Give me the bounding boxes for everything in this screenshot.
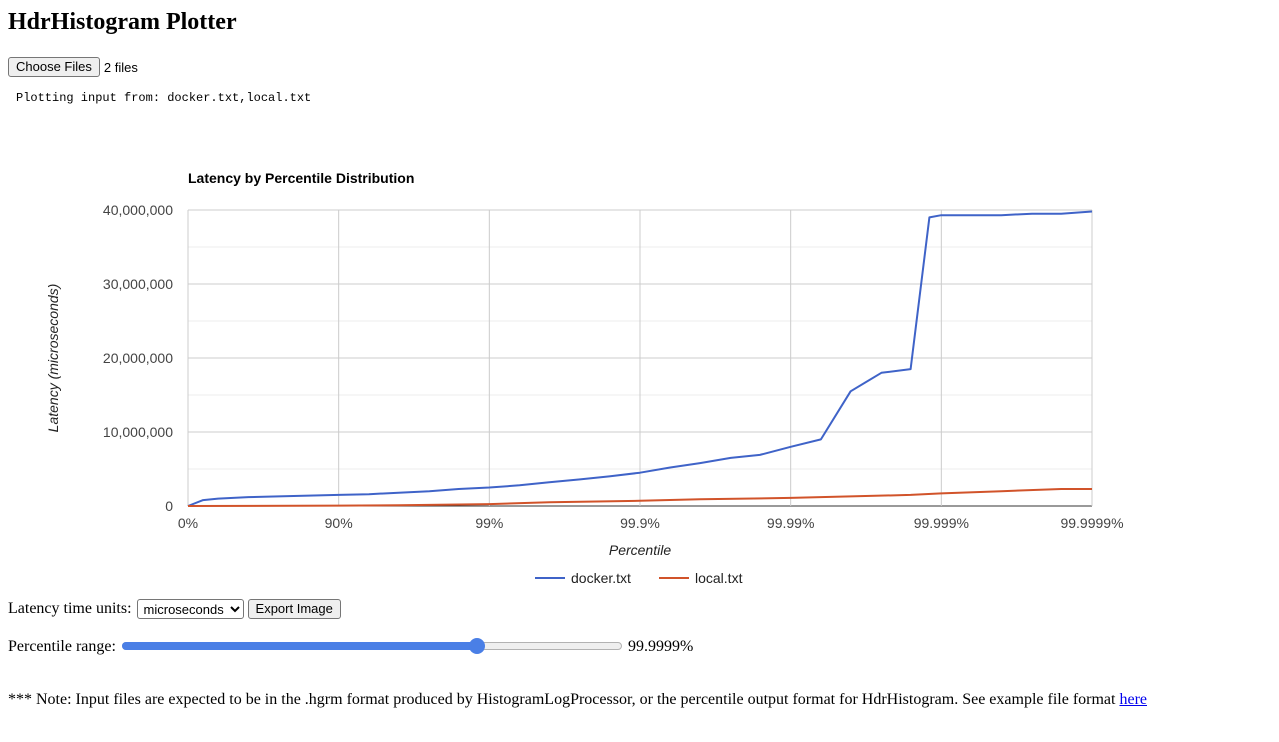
format-note-text: *** Note: Input files are expected to be… (8, 691, 1120, 708)
units-row: Latency time units: microseconds Export … (8, 598, 341, 620)
file-picker: Choose Files 2 files (8, 57, 138, 77)
units-select[interactable]: microseconds (136, 599, 244, 619)
example-format-link[interactable]: here (1119, 691, 1147, 708)
export-image-button[interactable]: Export Image (247, 599, 341, 619)
y-tick-label: 0 (165, 498, 173, 514)
percentile-range-label: Percentile range: (8, 638, 116, 655)
file-count-text: 2 files (103, 59, 138, 75)
slider-thumb[interactable] (468, 638, 485, 654)
x-tick-label: 99.99% (767, 515, 814, 531)
y-tick-label: 40,000,000 (103, 202, 173, 218)
y-tick-label: 30,000,000 (103, 276, 173, 292)
x-axis-label: Percentile (609, 542, 671, 558)
percentile-range-value: 99.9999% (627, 638, 694, 655)
choose-files-button[interactable]: Choose Files (8, 57, 100, 77)
legend-label-docker: docker.txt (571, 570, 631, 586)
y-tick-label: 10,000,000 (103, 424, 173, 440)
x-tick-label: 0% (178, 515, 198, 531)
units-label: Latency time units: (8, 600, 132, 617)
chart-svg: 0 10,000,000 20,000,000 30,000,000 40,000,00… (45, 170, 1124, 586)
y-axis-label: Latency (microseconds) (45, 284, 61, 433)
percentile-range-slider[interactable] (121, 637, 622, 657)
page-title: HdrHistogram Plotter (8, 9, 237, 35)
x-tick-label: 99.9% (620, 515, 660, 531)
x-tick-label: 90% (325, 515, 353, 531)
series-line-docker (187, 210, 1093, 507)
y-tick-label: 20,000,000 (103, 350, 173, 366)
chart-legend: docker.txt local.txt (535, 570, 743, 586)
plotting-input-text: Plotting input from: docker.txt,local.tx… (16, 91, 312, 105)
chart-title: Latency by Percentile Distribution (188, 170, 414, 186)
x-tick-label: 99.9999% (1060, 515, 1123, 531)
series-line-local (187, 488, 1092, 507)
latency-chart: 0 10,000,000 20,000,000 30,000,000 40,000,00… (0, 150, 1279, 595)
legend-label-local: local.txt (695, 570, 743, 586)
x-tick-label: 99% (475, 515, 503, 531)
percentile-range-row: Percentile range: 99.9999% (8, 636, 693, 658)
format-note: *** Note: Input files are expected to be… (8, 690, 1147, 710)
slider-fill (121, 642, 477, 650)
x-tick-label: 99.999% (914, 515, 969, 531)
